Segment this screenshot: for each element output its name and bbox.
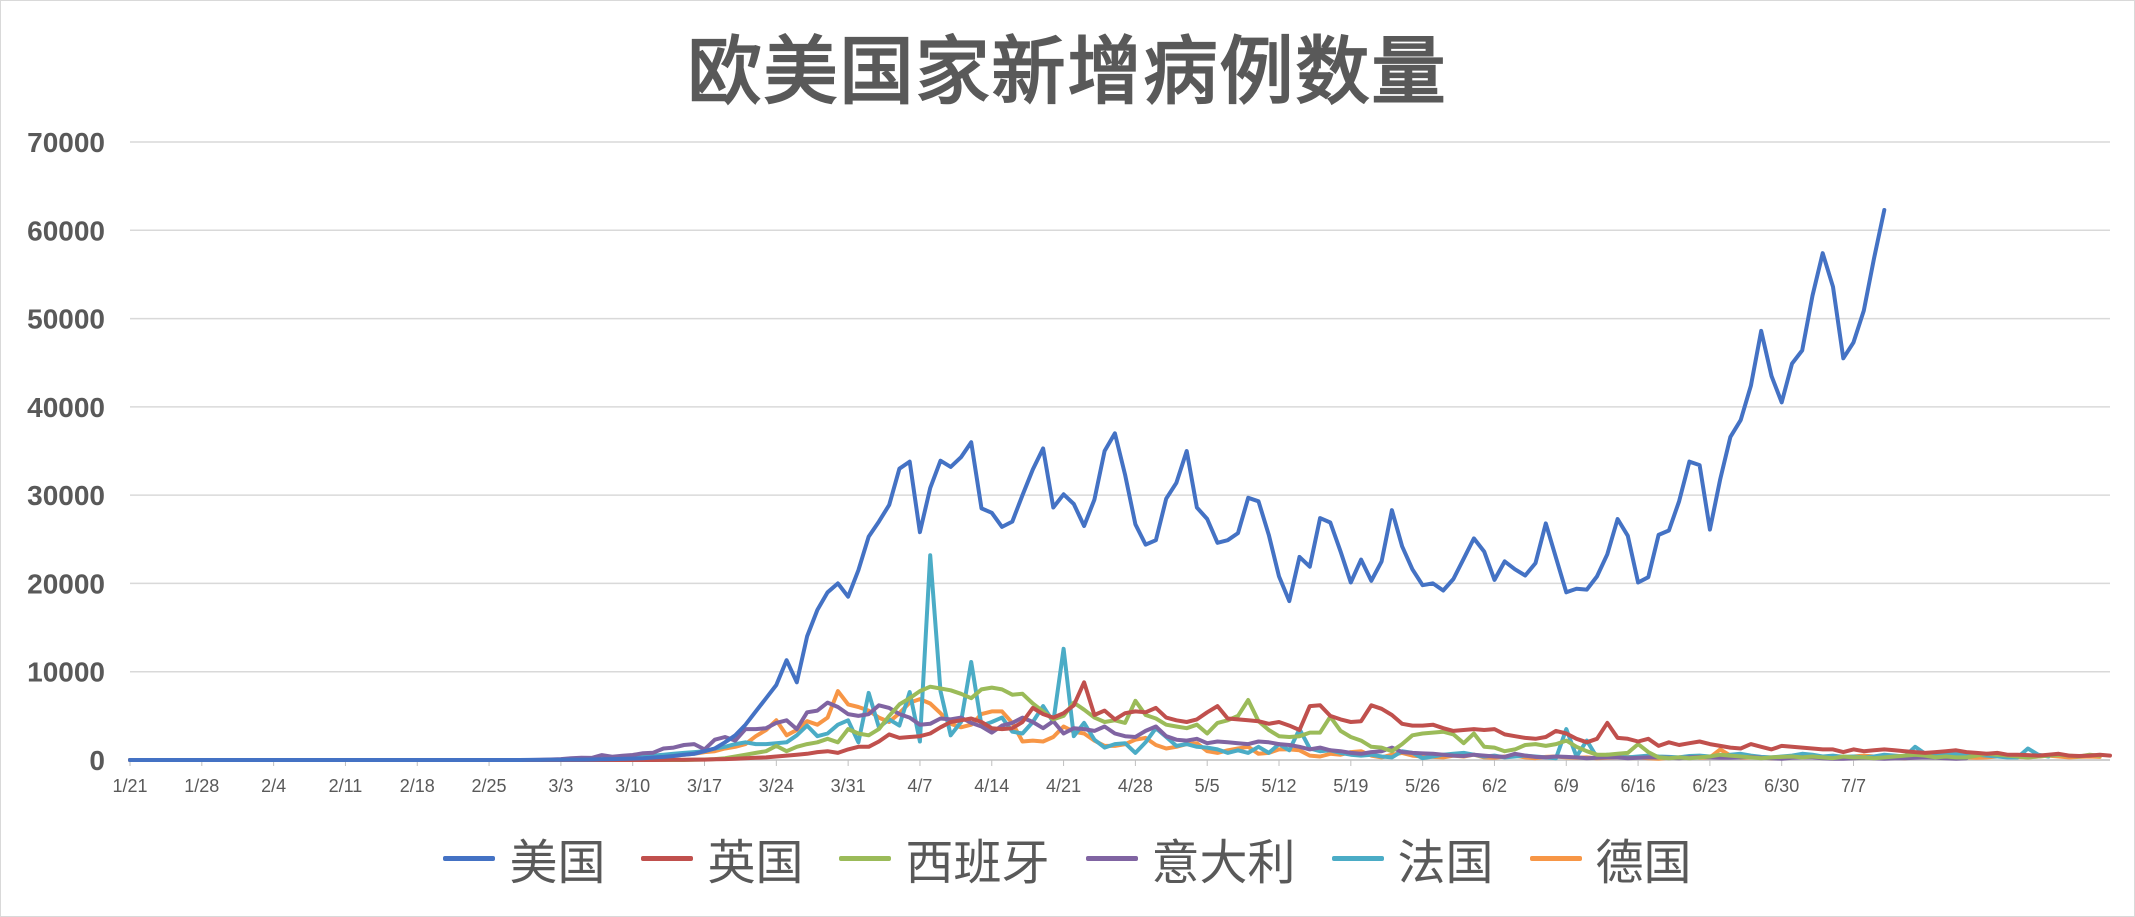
x-tick-label: 3/10 [615, 776, 650, 796]
x-tick-label: 3/24 [759, 776, 794, 796]
legend-label: 意大利 [1151, 835, 1296, 891]
legend-item: 英国 [641, 823, 803, 893]
legend-label: 法国 [1397, 835, 1494, 891]
gridlines [130, 141, 2110, 761]
y-tick-label: 50000 [27, 304, 105, 335]
x-tick-label: 5/26 [1405, 776, 1440, 796]
x-tick-label: 3/17 [687, 776, 722, 796]
x-axis-ticks: 1/21 1/28 2/4 2/11 2/18 2/25 3/3 3/10 3/17 3/24 3/… [112, 760, 1866, 796]
x-tick-label: 4/28 [1118, 776, 1153, 796]
y-tick-label: 40000 [27, 392, 105, 423]
x-tick-label: 5/19 [1333, 776, 1368, 796]
legend-item: 意大利 [1085, 823, 1296, 893]
y-tick-label: 10000 [27, 657, 105, 688]
legend-swatch [839, 855, 892, 861]
x-tick-label: 3/31 [831, 776, 866, 796]
x-tick-label: 3/3 [548, 776, 573, 796]
x-tick-label: 6/30 [1764, 776, 1799, 796]
x-tick-label: 2/11 [329, 776, 363, 796]
legend-item: 德国 [1529, 823, 1692, 893]
x-tick-label: 2/25 [472, 776, 507, 796]
x-tick-label: 6/16 [1621, 776, 1656, 796]
x-tick-label: 5/5 [1195, 776, 1220, 796]
legend-swatch [1085, 855, 1138, 861]
y-axis-ticks: 0 10000 20000 30000 40000 50000 60000 70000 [27, 127, 105, 776]
y-tick-label: 60000 [27, 215, 105, 246]
x-tick-label: 1/21 [112, 776, 147, 796]
legend-swatch [641, 855, 694, 861]
x-tick-label: 7/7 [1841, 776, 1866, 796]
x-tick-label: 6/2 [1482, 776, 1507, 796]
x-tick-label: 5/12 [1261, 776, 1296, 796]
x-tick-label: 2/4 [261, 776, 286, 796]
legend-label: 西班牙 [905, 835, 1050, 891]
legend-item: 法国 [1331, 823, 1494, 893]
series-line-美国 [128, 208, 1887, 762]
x-tick-label: 4/14 [974, 776, 1009, 796]
x-tick-label: 4/21 [1046, 776, 1081, 796]
y-tick-label: 30000 [27, 480, 105, 511]
legend-label: 英国 [707, 835, 804, 891]
series-lines [128, 208, 2112, 762]
x-tick-label: 6/23 [1692, 776, 1727, 796]
legend-item: 西班牙 [839, 823, 1050, 893]
legend-label: 美国 [509, 835, 606, 891]
x-tick-label: 4/7 [907, 776, 932, 796]
legend-swatch [443, 855, 496, 861]
legend-swatch [1529, 855, 1582, 861]
x-tick-label: 1/28 [184, 776, 219, 796]
y-tick-label: 70000 [27, 127, 105, 158]
chart-title: 欧美国家新增病例数量 [687, 29, 1448, 115]
y-tick-label: 0 [89, 745, 105, 776]
x-tick-label: 6/9 [1554, 776, 1579, 796]
legend-label: 德国 [1595, 835, 1692, 891]
x-tick-label: 2/18 [400, 776, 435, 796]
legend-swatch [1331, 855, 1384, 861]
legend: 美国 英国 西班牙 意大利 法国 德国 [0, 823, 2135, 893]
legend-item: 美国 [443, 823, 605, 893]
y-tick-label: 20000 [27, 568, 105, 599]
